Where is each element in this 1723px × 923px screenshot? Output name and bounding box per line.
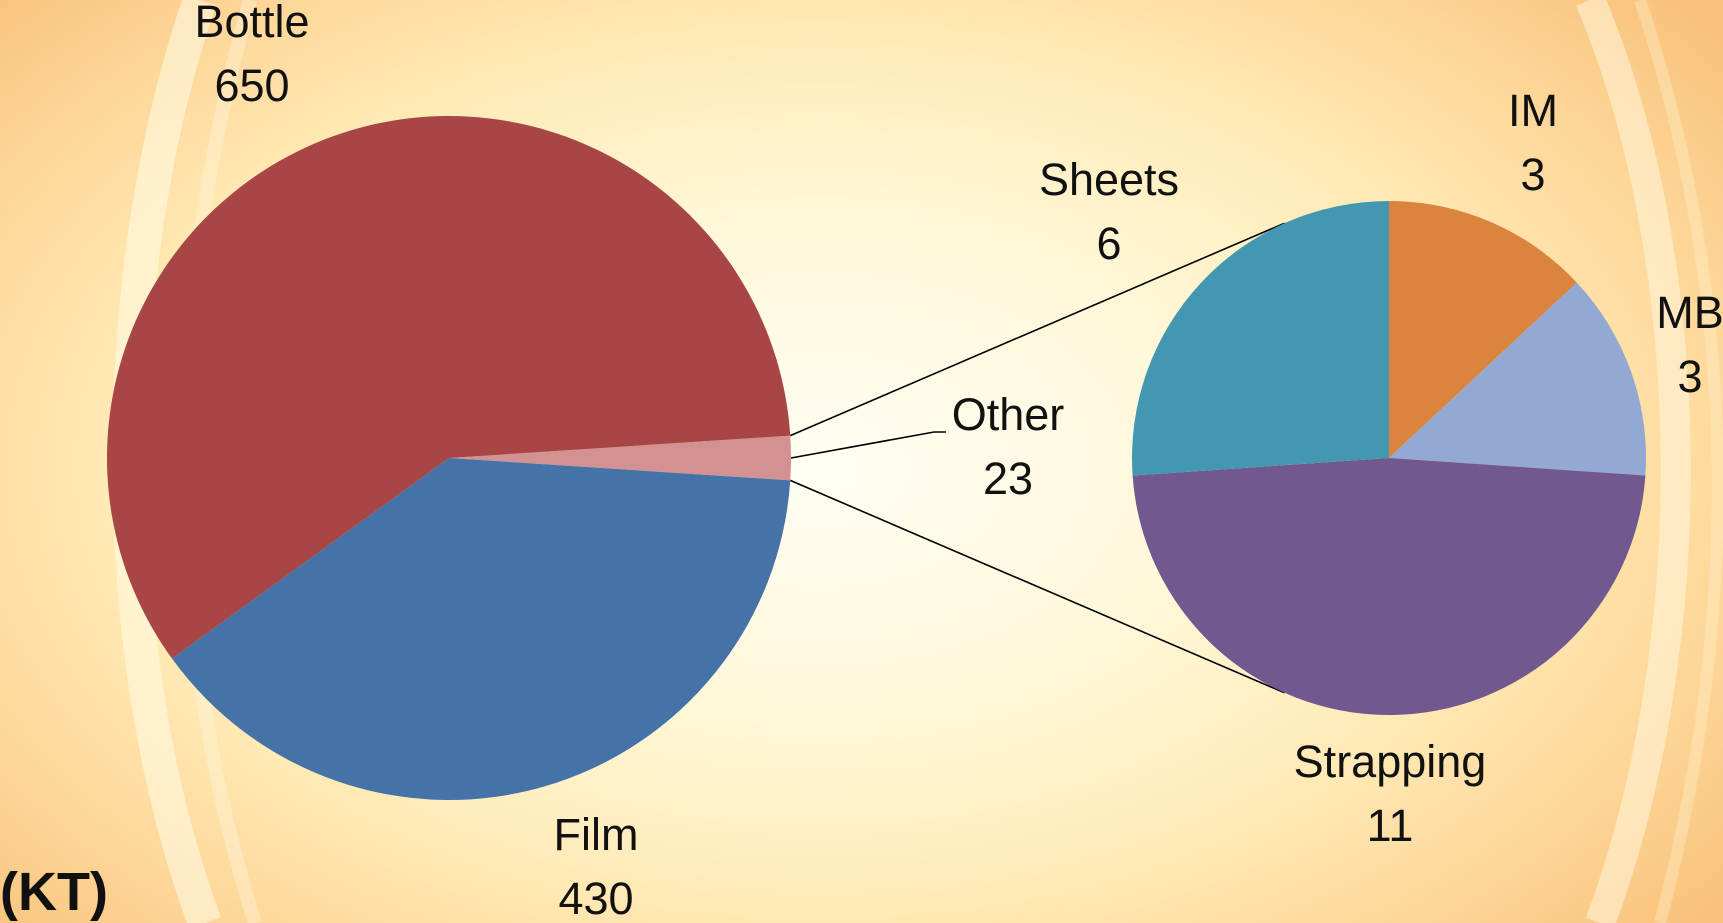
label-strapping: Strapping 11 [1294, 736, 1487, 851]
slice-bottle [107, 116, 791, 659]
label-other-name: Other [952, 389, 1065, 440]
label-mb-value: 3 [1677, 351, 1702, 402]
primary-pie [107, 116, 792, 801]
label-bottle: Bottle 650 [194, 0, 309, 111]
data-labels: Bottle 650 Film 430 Other 23 IM 3 MB 3 Strapping 11… [194, 0, 1723, 923]
label-mb-name: MB [1656, 287, 1723, 338]
label-bottle-value: 650 [214, 60, 289, 111]
slice-sheets [1132, 201, 1389, 476]
slice-mb [1389, 282, 1646, 476]
label-film-value: 430 [558, 873, 633, 923]
label-strapping-name: Strapping [1294, 736, 1487, 787]
connector-line-bottom [789, 479, 1285, 694]
label-film-name: Film [554, 809, 639, 860]
label-other-value: 23 [983, 453, 1033, 504]
label-bottle-name: Bottle [194, 0, 309, 47]
label-sheets-value: 6 [1096, 218, 1121, 269]
label-im-name: IM [1508, 85, 1558, 136]
connector-line-top [789, 222, 1285, 437]
other-leader-line [790, 431, 946, 459]
label-im: IM 3 [1508, 85, 1558, 200]
label-film: Film 430 [554, 809, 639, 923]
label-sheets-name: Sheets [1039, 154, 1179, 205]
slice-strapping [1132, 458, 1646, 715]
label-sheets: Sheets 6 [1039, 154, 1179, 269]
connector-lines [789, 222, 1285, 694]
slice-film [171, 458, 791, 801]
label-im-value: 3 [1520, 149, 1545, 200]
label-strapping-value: 11 [1367, 800, 1414, 851]
slice-other [449, 435, 792, 481]
secondary-pie [1132, 201, 1646, 715]
slice-im [1389, 201, 1577, 458]
label-mb: MB 3 [1656, 287, 1723, 402]
label-other: Other 23 [952, 389, 1065, 504]
unit-label: (KT) [0, 862, 108, 922]
